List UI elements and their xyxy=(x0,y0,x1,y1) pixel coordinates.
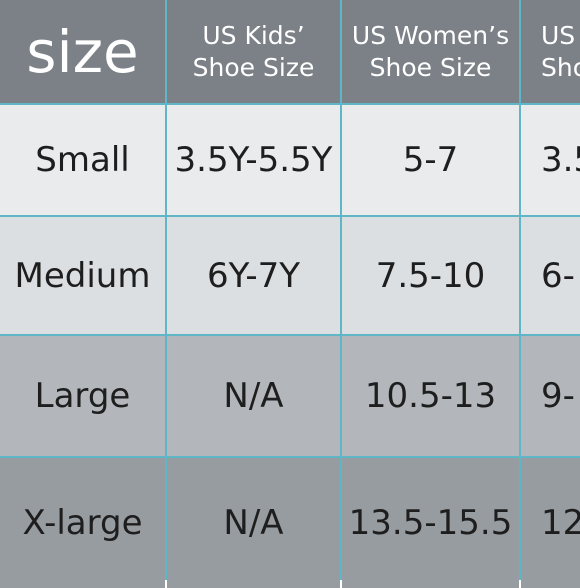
cell: 13.5-15.5 xyxy=(342,458,519,588)
cell: 9- xyxy=(521,336,580,456)
cell: 6- xyxy=(521,217,580,334)
header-text: Shoe Size xyxy=(192,52,315,82)
cell-text: 6- xyxy=(541,255,575,296)
cell-text: 3.5 xyxy=(541,140,580,180)
cell-text: X-large xyxy=(22,503,143,543)
header-cell: USSho xyxy=(521,0,580,103)
cell: 3.5 xyxy=(521,105,580,215)
header-text: Sho xyxy=(541,52,580,82)
cell: 12 xyxy=(521,458,580,588)
cell-text: 3.5Y-5.5Y xyxy=(174,140,333,180)
header-text: US Kids’ xyxy=(202,20,305,50)
header-text: US xyxy=(541,20,576,50)
header-cell: size xyxy=(0,0,165,103)
cell: 3.5Y-5.5Y xyxy=(167,105,340,215)
cell-text: 5-7 xyxy=(402,140,459,180)
cell-text: Small xyxy=(35,140,130,180)
cell-text: 10.5-13 xyxy=(364,376,497,416)
header-text: size xyxy=(26,17,139,86)
cell-text: 9- xyxy=(541,376,575,416)
cell: 10.5-13 xyxy=(342,336,519,456)
cell: 7.5-10 xyxy=(342,217,519,334)
header-cell: US Kids’ Shoe Size xyxy=(167,0,340,103)
header-text: Shoe Size xyxy=(369,52,492,82)
cell: 6Y-7Y xyxy=(167,217,340,334)
header-cell: US Women’s Shoe Size xyxy=(342,0,519,103)
cell-text: 12 xyxy=(541,503,580,543)
size-cell: Medium xyxy=(0,217,165,334)
header-text: US Women’s xyxy=(351,20,510,50)
size-cell: Large xyxy=(0,336,165,456)
cell-text: Medium xyxy=(14,255,151,296)
size-cell: Small xyxy=(0,105,165,215)
cell-text: 6Y-7Y xyxy=(206,255,301,296)
cell: N/A xyxy=(167,458,340,588)
cell-text: 7.5-10 xyxy=(375,255,486,296)
cell-text: Large xyxy=(34,376,131,416)
cell-text: 13.5-15.5 xyxy=(348,503,513,543)
size-cell: X-large xyxy=(0,458,165,588)
cell: 5-7 xyxy=(342,105,519,215)
cell-text: N/A xyxy=(223,503,284,543)
cell-text: N/A xyxy=(223,376,284,416)
cell: N/A xyxy=(167,336,340,456)
